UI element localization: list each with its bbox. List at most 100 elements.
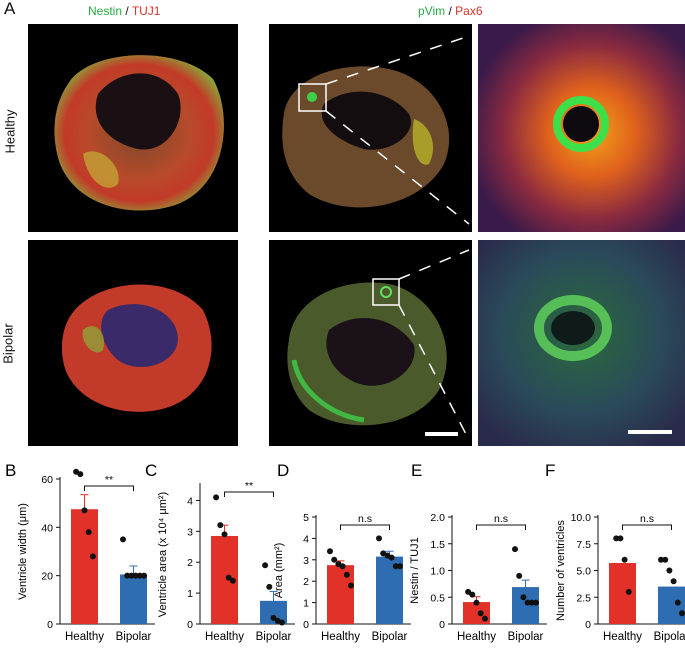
data-point <box>613 535 620 542</box>
y-tick-label: 5 <box>303 512 309 524</box>
stain-pax6: Pax6 <box>455 4 483 18</box>
data-point <box>512 546 518 553</box>
stain-nestin: Nestin <box>88 4 123 18</box>
y-tick-label: 0 <box>303 619 309 631</box>
data-point <box>679 610 685 617</box>
data-point <box>670 578 677 585</box>
data-point <box>213 494 220 501</box>
y-axis-label: Area (mm²) <box>273 543 285 599</box>
data-point <box>217 522 224 529</box>
micrograph-healthy-nestin-tuj1 <box>28 24 238 232</box>
y-tick-label: 0 <box>47 619 53 631</box>
significance-label: n.s <box>358 513 372 525</box>
data-point <box>136 572 143 579</box>
data-point <box>331 556 338 563</box>
significance-bracket <box>476 524 526 530</box>
micrograph-healthy-pvim-pax6 <box>269 24 472 232</box>
x-tick-label: Bipolar <box>116 631 152 643</box>
significance-bracket <box>84 485 134 491</box>
data-point <box>674 599 681 606</box>
data-point <box>533 599 539 606</box>
significance-bracket <box>340 524 390 530</box>
data-point <box>397 563 403 570</box>
panel-letter: D <box>277 461 289 480</box>
y-tick-label: 60 <box>41 474 53 486</box>
x-tick-label: Healthy <box>603 631 642 643</box>
stain-title-left: Nestin / TUJ1 <box>88 4 160 18</box>
data-point <box>658 556 664 563</box>
y-tick-label: 7.5 <box>576 539 591 551</box>
y-tick-label: 0 <box>439 619 445 631</box>
panel-letter: B <box>5 461 16 480</box>
data-point <box>516 572 523 579</box>
data-point <box>77 471 84 478</box>
y-axis-label: Nestin / TUJ1 <box>409 537 421 603</box>
x-tick-label: Healthy <box>457 631 496 643</box>
data-point <box>262 562 269 569</box>
bar-healthy <box>609 563 636 624</box>
stain-sep: / <box>122 4 132 18</box>
data-point <box>520 594 527 601</box>
bar-bipolar <box>260 600 287 624</box>
y-tick-label: 3 <box>303 555 309 567</box>
significance-label: ** <box>105 474 113 486</box>
micrograph-bipolar-nestin-tuj1 <box>28 240 238 446</box>
y-tick-label: 40 <box>41 522 53 534</box>
stain-sep-2: / <box>445 4 456 18</box>
y-axis-label: Ventricle width (μm) <box>17 503 29 600</box>
x-tick-label: Healthy <box>205 631 244 643</box>
data-point <box>666 567 673 574</box>
x-tick-label: Healthy <box>65 631 104 643</box>
stain-pvim: pVim <box>418 4 446 18</box>
data-point <box>481 615 488 622</box>
data-point <box>343 571 350 578</box>
data-point <box>81 507 88 514</box>
significance-bracket <box>224 491 274 497</box>
y-tick-label: 20 <box>41 571 53 583</box>
y-tick-label: 1 <box>303 598 309 610</box>
significance-label: ** <box>245 480 253 492</box>
x-tick-label: Bipolar <box>256 631 292 643</box>
data-point <box>469 591 476 598</box>
panel-letter: C <box>145 461 157 480</box>
x-tick-label: Bipolar <box>372 631 408 643</box>
panel-letter: E <box>411 461 422 480</box>
data-point <box>662 556 669 563</box>
y-axis-label: Number of ventricles <box>555 520 567 621</box>
y-tick-label: 2.0 <box>430 512 445 524</box>
panel-letter: F <box>545 461 555 480</box>
y-tick-label: 3 <box>187 526 193 538</box>
data-point <box>388 554 395 561</box>
bar-bipolar <box>512 587 539 624</box>
y-tick-label: 2 <box>187 557 193 569</box>
y-tick-label: 2 <box>303 576 309 588</box>
stain-tuj1: TUJ1 <box>131 4 161 18</box>
data-point <box>225 574 232 581</box>
y-tick-label: 2.5 <box>576 592 591 604</box>
data-point <box>473 599 480 606</box>
panel-a-letter: A <box>4 0 16 18</box>
data-point <box>278 619 285 626</box>
data-point <box>348 582 354 589</box>
data-point <box>132 572 139 579</box>
y-axis-label: Ventricle area (x 10⁴ μm²) <box>157 492 169 617</box>
data-point <box>528 599 535 606</box>
y-tick-label: 4 <box>303 533 309 545</box>
data-point <box>270 614 277 621</box>
y-tick-label: 10.0 <box>571 512 592 524</box>
data-point <box>229 577 236 584</box>
data-point <box>89 553 96 560</box>
x-tick-label: Bipolar <box>654 631 685 643</box>
bar-bipolar <box>658 586 685 624</box>
data-point <box>376 535 382 542</box>
data-point <box>141 572 147 579</box>
data-point <box>339 563 346 570</box>
data-point <box>392 563 399 570</box>
data-point <box>327 548 333 555</box>
data-point <box>621 556 628 563</box>
data-point <box>625 588 632 595</box>
data-point <box>120 536 126 543</box>
